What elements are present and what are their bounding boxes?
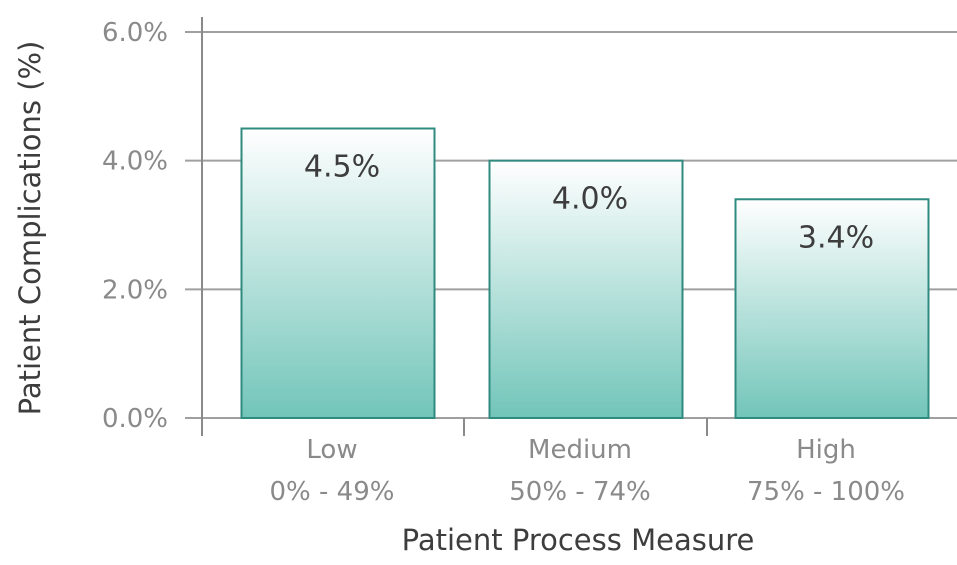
data-label: 3.4% (798, 220, 874, 255)
bar (488, 159, 684, 420)
labels: 0.0% 2.0% 4.0% 6.0% 4.5% Low 0% - 49% 4.0% Mediu… (102, 18, 905, 507)
y-tick-label: 4.0% (102, 147, 168, 177)
bar (240, 127, 436, 419)
bars (240, 127, 930, 420)
x-axis-title: Patient Process Measure (402, 523, 755, 557)
axes (201, 17, 708, 436)
x-category-label: Medium (528, 435, 632, 465)
x-category-label: High (796, 435, 856, 465)
data-label: 4.5% (304, 150, 380, 185)
x-category-label: Low (306, 435, 357, 465)
x-category-range-label: 0% - 49% (270, 477, 395, 507)
data-label: 4.0% (552, 182, 628, 217)
y-tick-label: 0.0% (102, 404, 168, 434)
x-category-range-label: 75% - 100% (747, 477, 905, 507)
y-tick-label: 2.0% (102, 275, 168, 305)
y-tick-label: 6.0% (102, 18, 168, 48)
bar (734, 198, 930, 419)
y-axis-title: Patient Complications (%) (13, 41, 47, 416)
x-category-range-label: 50% - 74% (509, 477, 651, 507)
